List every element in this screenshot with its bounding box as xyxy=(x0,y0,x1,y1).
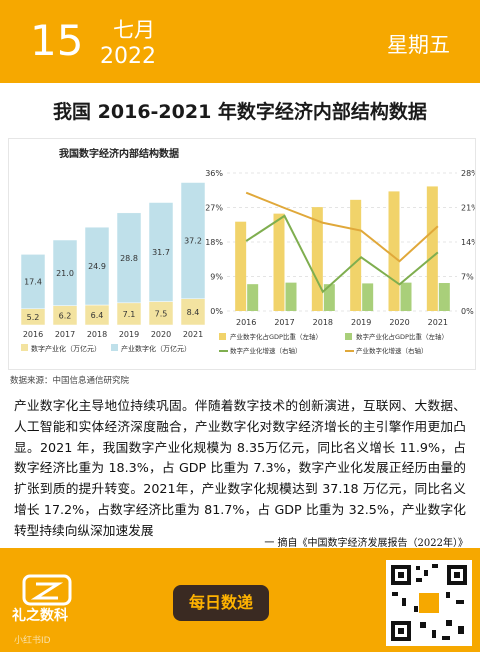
article-paragraph: 产业数字化主导地位持续巩固。伴随着数字技术的创新演进，互联网、大数据、人工智能和… xyxy=(14,398,466,538)
header-bar: 15 七月 2022 星期五 xyxy=(0,0,480,83)
bar-industrial-digitalization xyxy=(148,202,174,302)
bar-industrial-digitalization xyxy=(180,182,206,299)
page-title: 我国 2016-2021 年数字经济内部结构数据 xyxy=(53,101,427,123)
chart1-title: 我国数字经济内部结构数据 xyxy=(59,147,179,160)
left-tick-label: 36% xyxy=(205,169,223,178)
x-tick-label: 2018 xyxy=(87,330,107,339)
daily-digest-button[interactable]: 每日数递 xyxy=(173,585,269,621)
bar-digital-industrialization-gdp-share xyxy=(362,283,374,311)
date-day: 15 xyxy=(30,16,84,65)
left-tick-label: 18% xyxy=(205,238,223,247)
bar-industrial-digitalization xyxy=(84,226,110,306)
legend-label: 产业数字化占GDP比重（左轴） xyxy=(230,332,322,341)
data-source: 数据来源：中国信息通信研究院 xyxy=(10,376,130,386)
x-tick-label: 2016 xyxy=(23,330,43,339)
bar-digital-industrialization-gdp-share xyxy=(285,282,297,311)
bar-industrial-digitalization xyxy=(20,254,46,309)
bar-digital-industrialization-gdp-share xyxy=(438,283,450,311)
chart-card: 我国数字经济内部结构数据 5.2 17.4 2016 6.2 21.0 2017 6.4 24.… xyxy=(8,138,479,370)
bar-industrial-digitalization-gdp-share xyxy=(273,213,285,311)
x-tick-label: 2016 xyxy=(236,318,256,327)
date-month: 七月 xyxy=(113,18,155,42)
legend-label: 产业数字化增速（右轴） xyxy=(356,346,428,355)
bar-industrial-digitalization xyxy=(116,212,142,304)
bar-value-label: 17.4 xyxy=(24,278,42,287)
legend-label: 数字产业化增速（右轴） xyxy=(230,346,302,355)
line-digital-industrialization-growth xyxy=(245,214,439,294)
bar-industrial-digitalization-gdp-share xyxy=(311,207,323,311)
x-tick-label: 2021 xyxy=(428,318,448,327)
excerpt-line: 一 摘自《中国数字经济发展报告（2022年）》 xyxy=(264,538,468,549)
right-tick-label: 28% xyxy=(461,169,475,178)
legend-swatch xyxy=(111,344,118,351)
bar-value-label: 7.5 xyxy=(155,309,168,318)
legend-label: 数字产业化（万亿元） xyxy=(31,344,101,353)
logo-icon xyxy=(22,574,72,606)
bar-value-label: 21.0 xyxy=(56,269,74,278)
x-tick-label: 2019 xyxy=(119,330,139,339)
x-tick-label: 2020 xyxy=(389,318,409,327)
right-tick-label: 14% xyxy=(461,238,475,247)
legend-label: 产业数字化（万亿元） xyxy=(121,344,191,353)
weekday: 星期五 xyxy=(387,33,450,57)
bar-industrial-digitalization-gdp-share xyxy=(426,186,438,311)
date-year: 2022 xyxy=(100,44,156,69)
bar-value-label: 6.2 xyxy=(59,311,72,320)
bar-digital-industrialization-gdp-share xyxy=(400,282,412,311)
bar-value-label: 24.9 xyxy=(88,262,106,271)
x-tick-label: 2019 xyxy=(351,318,371,327)
right-tick-label: 7% xyxy=(461,273,474,282)
x-tick-label: 2017 xyxy=(274,318,294,327)
bar-value-label: 37.2 xyxy=(184,237,202,246)
bar-value-label: 7.1 xyxy=(123,310,136,319)
line-industrial-digitalization-growth xyxy=(245,191,439,263)
qr-code-icon xyxy=(386,560,472,646)
bar-value-label: 8.4 xyxy=(187,308,200,317)
bar-industrial-digitalization xyxy=(52,239,78,306)
logo-text: 礼之数科 xyxy=(12,608,68,624)
bar-digital-industrialization-gdp-share xyxy=(247,284,259,311)
left-tick-label: 9% xyxy=(210,273,223,282)
right-tick-label: 0% xyxy=(461,307,474,316)
bar-value-label: 6.4 xyxy=(91,311,104,320)
left-tick-label: 0% xyxy=(210,307,223,316)
x-tick-label: 2017 xyxy=(55,330,75,339)
bar-digital-industrialization-gdp-share xyxy=(323,284,335,311)
right-tick-label: 21% xyxy=(461,204,475,213)
legend-swatch xyxy=(219,333,226,340)
bar-industrial-digitalization-gdp-share xyxy=(388,191,400,311)
bar-industrial-digitalization-gdp-share xyxy=(350,199,362,311)
legend-swatch xyxy=(21,344,28,351)
x-tick-label: 2018 xyxy=(313,318,333,327)
bar-industrial-digitalization-gdp-share xyxy=(235,221,247,311)
legend-swatch xyxy=(345,333,352,340)
bar-value-label: 28.8 xyxy=(120,254,138,263)
bar-digital-industrialization xyxy=(180,298,206,326)
bar-value-label: 31.7 xyxy=(152,248,170,257)
left-tick-label: 27% xyxy=(205,204,223,213)
x-tick-label: 2021 xyxy=(183,330,203,339)
x-tick-label: 2020 xyxy=(151,330,171,339)
watermark: 小红书ID xyxy=(14,636,51,646)
legend-label: 数字产业化占GDP比重（左轴） xyxy=(356,332,448,341)
bar-value-label: 5.2 xyxy=(27,313,40,322)
chart-canvas: 我国数字经济内部结构数据 5.2 17.4 2016 6.2 21.0 2017 6.4 24.… xyxy=(20,147,479,355)
